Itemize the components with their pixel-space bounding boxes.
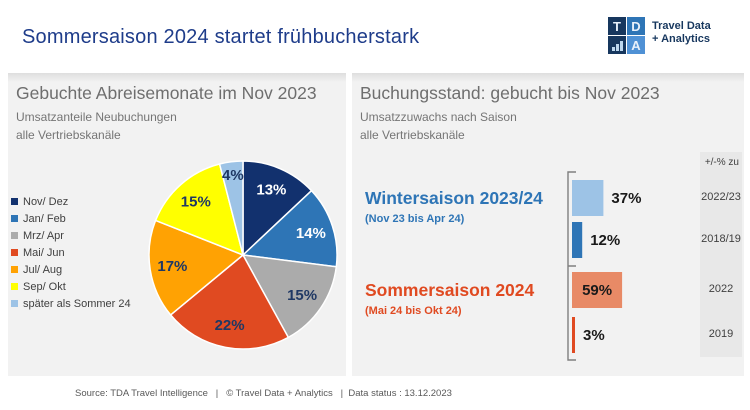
- source-footer: Source: TDA Travel Intelligence | © Trav…: [75, 388, 452, 399]
- pie-value-label: 22%: [215, 317, 245, 334]
- comparison-year-label: 2022: [708, 283, 734, 295]
- winter-season-range: (Nov 23 bis Apr 24): [365, 213, 465, 225]
- comparison-year-label: 2022/23: [701, 191, 741, 203]
- bar-chart-title: Buchungsstand: gebucht bis Nov 2023: [360, 83, 660, 103]
- bar-value-label: 3%: [583, 327, 605, 344]
- legend-swatch: [11, 232, 18, 239]
- legend-label: später als Sommer 24: [23, 297, 131, 310]
- comparison-year-label: 2018/19: [701, 233, 741, 245]
- pie-legend: Nov/ Dez Jan/ Feb Mrz/ Apr Mai/ Jun Jul/ Aug…: [11, 193, 131, 312]
- comparison-year-label: 2019: [708, 328, 734, 340]
- pie-chart-subtitle2: alle Vertriebskanäle: [16, 128, 121, 142]
- pie-slice-0: [242, 160, 313, 257]
- legend-item: Mai/ Jun: [11, 244, 131, 261]
- summer-season-label: Sommersaison 2024: [365, 280, 535, 300]
- pie-value-label: 15%: [287, 287, 317, 304]
- comparison-column-header: +/-% zu: [704, 157, 739, 168]
- bar-chart-icon: [608, 36, 626, 54]
- pie-value-label: 4%: [222, 167, 244, 184]
- legend-label: Nov/ Dez: [23, 195, 69, 208]
- bar-rect: [572, 272, 623, 308]
- pie-chart-title: Gebuchte Abreisemonate im Nov 2023: [16, 83, 317, 103]
- pie-value-label: 15%: [181, 193, 211, 210]
- logo-text-line2: + Analytics: [652, 33, 710, 45]
- legend-item: Nov/ Dez: [11, 193, 131, 210]
- bar-chart-subtitle2: alle Vertriebskanäle: [360, 128, 465, 142]
- pie-slice-6: [218, 160, 244, 256]
- legend-item: Sep/ Okt: [11, 278, 131, 295]
- logo-letter-a: A: [627, 36, 645, 54]
- company-logo: T D A Travel Data + Analytics: [608, 17, 711, 54]
- pie-slice-5: [154, 163, 245, 257]
- bar-rect: [572, 317, 575, 353]
- bar-value-label: 59%: [582, 282, 612, 299]
- comparison-column: +/-% zu 2022/23 2018/19 2022 2019: [700, 152, 742, 357]
- pie-value-label: 14%: [296, 225, 326, 242]
- bar-value-label: 37%: [611, 190, 641, 207]
- legend-label: Jan/ Feb: [23, 212, 66, 225]
- pie-chart: 13% 14% 15% 22% 17% 15% 4%: [145, 157, 341, 353]
- legend-swatch: [11, 215, 18, 222]
- logo-grid: T D A: [608, 17, 645, 54]
- page-title: Sommersaison 2024 startet frühbucherstar…: [22, 26, 420, 48]
- pie-slice-2: [241, 254, 338, 339]
- panel-booking-status: Buchungsstand: gebucht bis Nov 2023 Umsa…: [352, 73, 744, 376]
- legend-label: Sep/ Okt: [23, 280, 66, 293]
- bar-rect: [572, 180, 604, 216]
- legend-swatch: [11, 249, 18, 256]
- legend-item: Jul/ Aug: [11, 261, 131, 278]
- bar-axis: [567, 171, 576, 361]
- legend-item: Mrz/ Apr: [11, 227, 131, 244]
- legend-swatch: [11, 198, 18, 205]
- logo-text: Travel Data + Analytics: [652, 17, 711, 54]
- bar-rect: [572, 222, 583, 258]
- legend-item: Jan/ Feb: [11, 210, 131, 227]
- pie-slice-4: [148, 219, 245, 316]
- pie-value-label: 17%: [157, 258, 187, 275]
- pie-value-label: 13%: [256, 181, 286, 198]
- pie-svg: 13% 14% 15% 22% 17% 15% 4%: [148, 160, 338, 350]
- panel-departure-months: Gebuchte Abreisemonate im Nov 2023 Umsat…: [8, 73, 346, 376]
- legend-label: Jul/ Aug: [23, 263, 63, 276]
- bar-chart-subtitle1: Umsatzzuwachs nach Saison: [360, 110, 517, 124]
- legend-label: Mrz/ Apr: [23, 229, 64, 242]
- logo-letter-d: D: [627, 17, 645, 35]
- pie-chart-subtitle1: Umsatzanteile Neubuchungen: [16, 110, 177, 124]
- logo-letter-t: T: [608, 17, 626, 35]
- summer-season-range: (Mai 24 bis Okt 24): [365, 305, 462, 317]
- legend-swatch: [11, 283, 18, 290]
- legend-label: Mai/ Jun: [23, 246, 65, 259]
- legend-swatch: [11, 266, 18, 273]
- pie-slice-3: [169, 253, 290, 350]
- winter-season-label: Wintersaison 2023/24: [365, 188, 543, 208]
- legend-swatch: [11, 300, 18, 307]
- logo-text-line1: Travel Data: [652, 20, 711, 32]
- bar-value-label: 12%: [590, 232, 620, 249]
- legend-item: später als Sommer 24: [11, 295, 131, 312]
- pie-slice-1: [241, 189, 338, 268]
